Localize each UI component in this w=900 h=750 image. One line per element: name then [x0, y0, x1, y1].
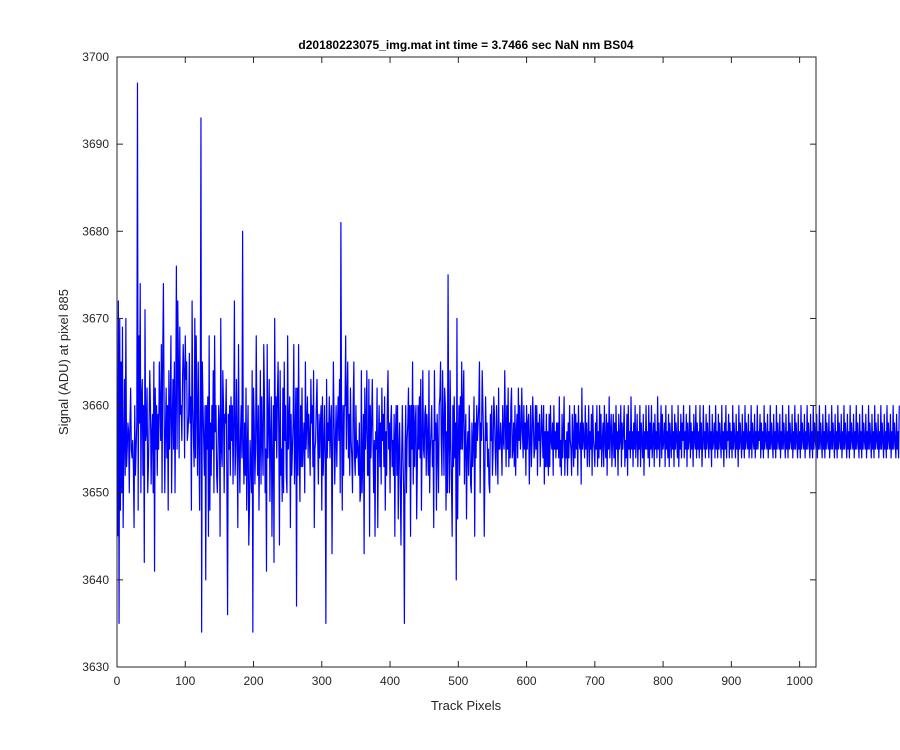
x-tick-label: 600 [517, 674, 537, 688]
x-tick-label: 700 [585, 674, 605, 688]
x-tick-label: 500 [448, 674, 468, 688]
x-tick-label: 300 [312, 674, 332, 688]
y-tick-label: 3660 [82, 399, 109, 413]
x-tick-label: 200 [244, 674, 264, 688]
series-line-0 [117, 82, 900, 633]
y-axis-label: Signal (ADU) at pixel 885 [56, 289, 71, 435]
x-tick-label: 400 [380, 674, 400, 688]
x-tick-label: 900 [721, 674, 741, 688]
y-tick-label: 3650 [82, 486, 109, 500]
plot-area [117, 57, 816, 667]
y-tick-label: 3700 [82, 50, 109, 64]
plot-frame [116, 56, 817, 668]
x-axis: 0 100 200 300 400 500 600 700 800 900 1000 [114, 57, 813, 688]
y-tick-label: 3640 [82, 573, 109, 587]
y-tick-label: 3670 [82, 311, 109, 325]
y-tick-label: 3680 [82, 224, 109, 238]
chart-title: d20180223075_img.mat int time = 3.7466 s… [298, 38, 634, 52]
x-tick-label: 100 [175, 674, 195, 688]
x-tick-label: 0 [114, 674, 121, 688]
y-tick-label: 3690 [82, 137, 109, 151]
series-layer [117, 82, 900, 633]
x-axis-label: Track Pixels [431, 698, 502, 713]
x-tick-label: 1000 [786, 674, 813, 688]
y-axis: 3630 3640 3650 3660 3670 3680 3690 3700 [82, 50, 816, 674]
y-tick-label: 3630 [82, 660, 109, 674]
x-tick-label: 800 [653, 674, 673, 688]
